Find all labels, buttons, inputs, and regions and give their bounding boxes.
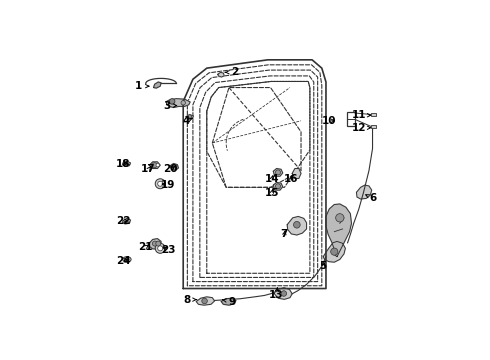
Text: 20: 20 — [164, 164, 178, 174]
Circle shape — [202, 298, 207, 304]
Polygon shape — [273, 168, 283, 176]
Circle shape — [275, 184, 280, 189]
Circle shape — [152, 163, 157, 168]
Polygon shape — [149, 239, 161, 249]
Polygon shape — [196, 297, 215, 305]
Polygon shape — [274, 288, 292, 299]
Polygon shape — [323, 242, 345, 262]
Polygon shape — [221, 298, 236, 305]
Text: 17: 17 — [141, 164, 156, 174]
Circle shape — [172, 165, 177, 169]
Circle shape — [170, 99, 175, 104]
Text: 1: 1 — [135, 81, 149, 91]
Text: 13: 13 — [269, 288, 283, 301]
Circle shape — [181, 100, 185, 105]
Text: 18: 18 — [116, 159, 130, 169]
Polygon shape — [186, 115, 194, 120]
Polygon shape — [167, 99, 190, 108]
Text: 21: 21 — [139, 242, 153, 252]
Text: 3: 3 — [163, 100, 176, 111]
Circle shape — [158, 246, 163, 251]
Circle shape — [155, 243, 165, 253]
Bar — [371, 125, 376, 128]
Text: 8: 8 — [184, 294, 196, 305]
Text: 14: 14 — [265, 174, 279, 184]
Circle shape — [188, 115, 192, 118]
Polygon shape — [153, 82, 161, 88]
Text: 10: 10 — [321, 116, 336, 126]
Text: 22: 22 — [116, 216, 130, 226]
Polygon shape — [287, 216, 307, 235]
Polygon shape — [326, 204, 351, 257]
Ellipse shape — [123, 257, 131, 262]
Circle shape — [275, 170, 280, 175]
Text: 19: 19 — [161, 180, 175, 190]
Text: 5: 5 — [319, 261, 327, 271]
Polygon shape — [122, 219, 130, 224]
Text: 2: 2 — [225, 67, 238, 77]
Polygon shape — [292, 168, 301, 179]
Ellipse shape — [124, 258, 129, 261]
Text: 6: 6 — [366, 193, 377, 203]
Text: 9: 9 — [222, 297, 235, 307]
Circle shape — [331, 248, 338, 255]
Circle shape — [156, 241, 161, 246]
Circle shape — [294, 221, 300, 228]
Text: 23: 23 — [161, 245, 175, 255]
Text: 7: 7 — [281, 229, 288, 239]
Text: 24: 24 — [116, 256, 130, 266]
Polygon shape — [218, 72, 224, 77]
Polygon shape — [149, 162, 160, 168]
Text: 16: 16 — [284, 174, 298, 184]
Bar — [347, 112, 355, 126]
Polygon shape — [273, 183, 283, 190]
Text: 15: 15 — [265, 188, 279, 198]
Polygon shape — [170, 163, 178, 170]
Polygon shape — [122, 161, 130, 166]
Polygon shape — [356, 185, 372, 199]
Circle shape — [158, 181, 163, 186]
Circle shape — [156, 163, 159, 167]
Text: 4: 4 — [182, 116, 193, 126]
Text: 11: 11 — [352, 110, 370, 120]
Circle shape — [152, 241, 157, 246]
Circle shape — [281, 291, 287, 296]
Circle shape — [155, 179, 165, 189]
Text: 12: 12 — [352, 123, 370, 133]
Bar — [371, 113, 376, 116]
Circle shape — [336, 214, 344, 222]
